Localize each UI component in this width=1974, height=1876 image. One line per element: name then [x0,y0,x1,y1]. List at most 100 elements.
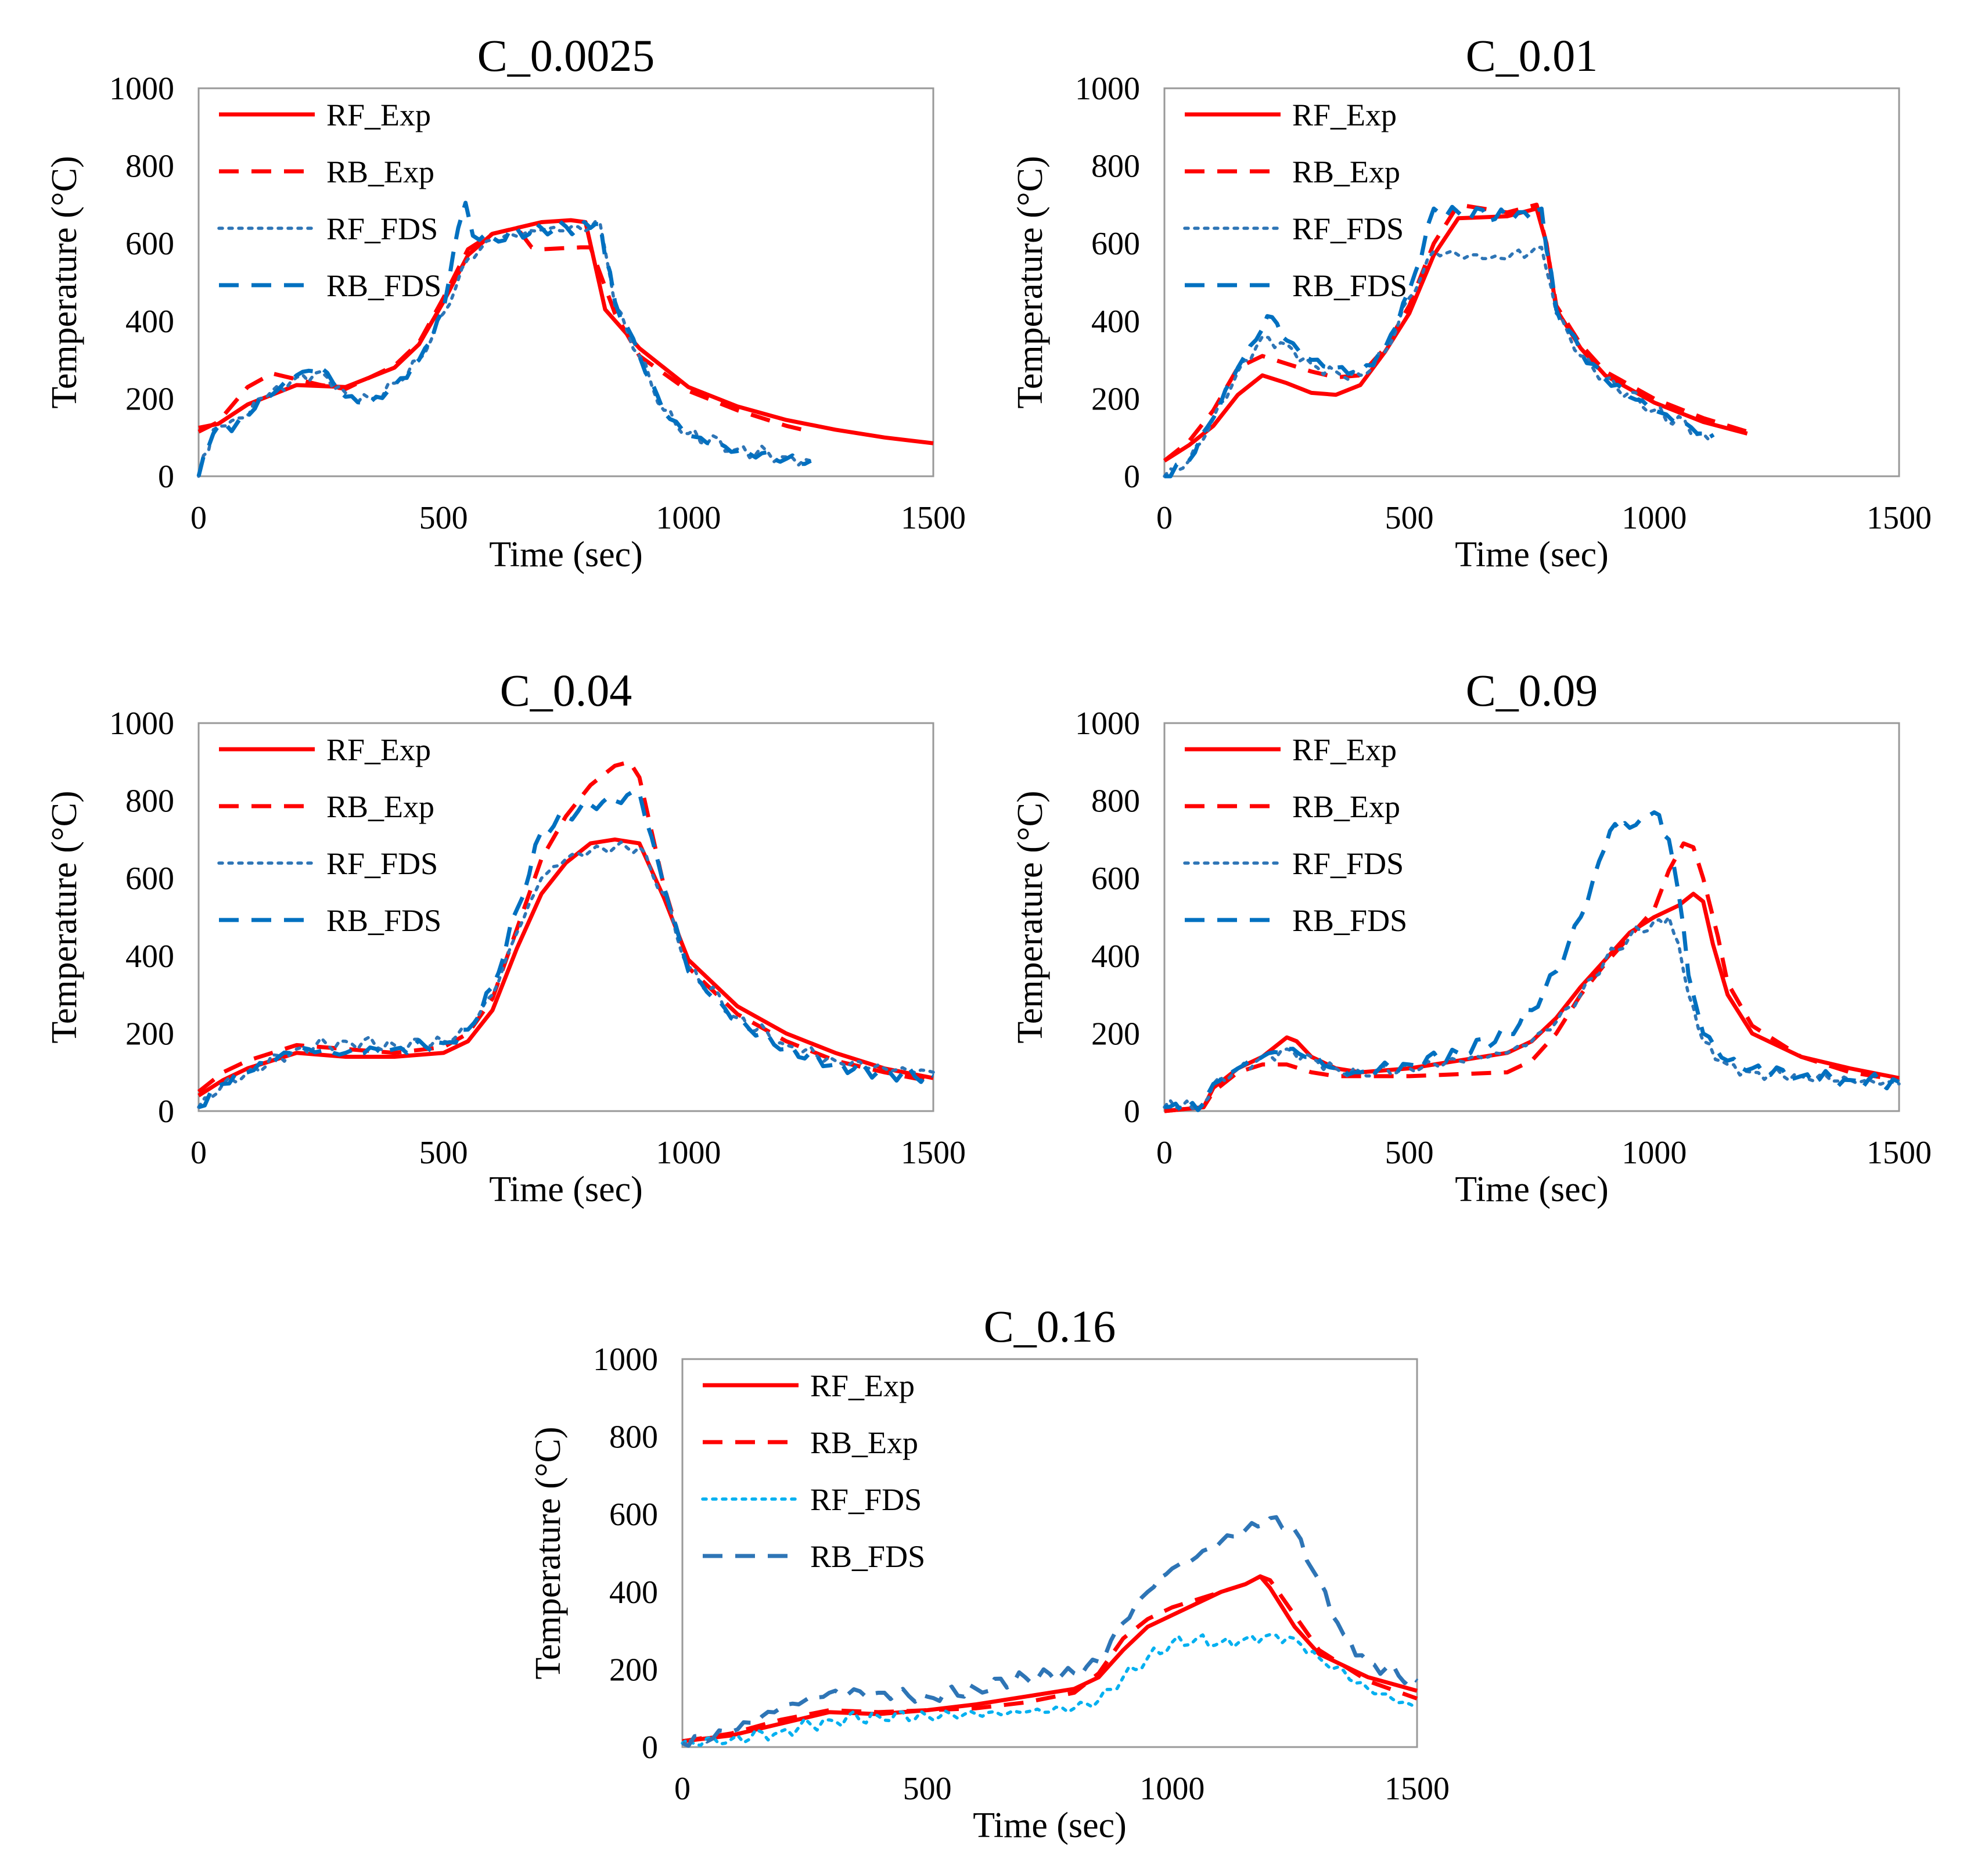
y-tick-label: 1000 [109,71,174,107]
series-line-rf-exp [1164,892,1900,1113]
legend-label: RF_FDS [810,1482,922,1517]
x-axis-label: Time (sec) [1455,1170,1609,1209]
series-line-rb-fds [196,200,812,477]
y-tick-label: 200 [1091,381,1140,417]
x-tick-label: 0 [190,500,207,536]
x-tick-label: 1500 [901,500,966,536]
legend-label: RB_Exp [1292,154,1400,189]
x-axis-label: Time (sec) [973,1806,1127,1845]
x-tick-label: 1000 [656,1135,721,1171]
legend-label: RB_FDS [810,1539,925,1574]
y-tick-label: 800 [609,1419,658,1455]
plot-frame [197,722,934,1112]
chart-title: C_0.01 [1466,30,1598,81]
x-tick-label: 500 [903,1771,952,1807]
series-line-rb-exp [1163,202,1748,463]
y-tick-label: 1000 [109,706,174,742]
series-line-rf-exp [198,218,934,445]
series-line-rf-fds [1163,915,1901,1110]
legend-label: RB_FDS [326,903,441,938]
legend-label: RF_FDS [326,846,438,881]
y-tick-label: 1000 [1075,71,1140,107]
legend-label: RB_Exp [1292,789,1400,824]
y-tick-label: 0 [642,1730,658,1766]
chart-panel-3: C_0.09 0 200 400 600 800 1000 0 500 1000 1500 Time … [1011,665,1932,1209]
x-tick-label: 1000 [1621,1135,1687,1171]
legend-label: RB_Exp [810,1425,918,1460]
series-line-rb-exp [1164,841,1900,1113]
x-axis-label: Time (sec) [489,1170,643,1209]
x-axis-label: Time (sec) [1455,535,1609,574]
series-line-rf-fds [197,840,935,1109]
legend-label: RF_FDS [326,211,438,246]
chart-panel-1: C_0.01 0 200 400 600 800 1000 0 500 1000 1500 Time … [1011,30,1932,574]
x-tick-label: 500 [1385,1135,1434,1171]
y-tick-label: 600 [1091,226,1140,262]
series-line-rb-exp [197,760,934,1094]
series-line-rb-exp [197,226,812,434]
y-tick-label: 600 [609,1497,658,1533]
y-axis-label: Temperature (°C) [528,1426,568,1679]
y-tick-label: 400 [1091,939,1140,975]
y-tick-label: 200 [125,1016,174,1052]
y-axis-label: Temperature (°C) [1011,790,1050,1043]
y-tick-label: 400 [1091,304,1140,340]
y-tick-label: 400 [125,939,174,975]
y-tick-label: 400 [609,1575,658,1611]
series-line-rf-exp [1163,206,1748,463]
y-tick-label: 0 [158,1094,174,1130]
x-tick-label: 1500 [1867,500,1932,536]
legend-label: RB_FDS [1292,268,1407,303]
x-tick-label: 1000 [656,500,721,536]
series-line-rb-fds [1164,810,1900,1113]
legend-label: RF_FDS [1292,211,1404,246]
series-line-rb-fds [681,1515,1419,1748]
y-axis-label: Temperature (°C) [45,156,84,408]
legend-label: RF_Exp [1292,98,1397,132]
y-tick-label: 800 [1091,149,1140,185]
y-tick-label: 200 [125,381,174,417]
legend-label: RF_FDS [1292,846,1404,881]
y-tick-label: 0 [158,459,174,495]
x-tick-label: 1000 [1621,500,1687,536]
x-tick-label: 500 [419,1135,468,1171]
chart-title: C_0.0025 [477,30,655,81]
legend-label: RB_Exp [326,154,434,189]
y-tick-label: 200 [1091,1016,1140,1052]
x-tick-label: 1000 [1139,1771,1204,1807]
x-tick-label: 500 [1385,500,1434,536]
chart-title: C_0.16 [984,1301,1116,1352]
y-tick-label: 600 [1091,861,1140,897]
y-tick-label: 1000 [1075,706,1140,742]
legend-label: RF_Exp [810,1368,915,1403]
series-line-rb-exp [682,1574,1418,1744]
x-tick-label: 0 [674,1771,691,1807]
x-tick-label: 0 [190,1135,207,1171]
series-line-rb-fds [198,789,934,1109]
series-line-rf-fds [681,1633,1419,1747]
chart-title: C_0.04 [500,665,632,716]
y-tick-label: 800 [125,149,174,185]
y-tick-label: 600 [125,226,174,262]
y-tick-label: 800 [125,784,174,820]
legend-label: RF_Exp [326,732,431,767]
legend-label: RB_FDS [326,268,441,303]
series-line-rf-exp [197,837,934,1098]
chart-panel-4: C_0.16 0 200 400 600 800 1000 0 500 1000 1500 Time … [528,1301,1450,1845]
legend-label: RF_Exp [326,98,431,132]
x-tick-label: 500 [419,500,468,536]
y-tick-label: 800 [1091,784,1140,820]
x-tick-label: 1500 [1385,1771,1450,1807]
plot-frame [197,87,934,477]
y-axis-label: Temperature (°C) [45,790,84,1043]
series-line-rf-fds [1163,246,1715,478]
chart-panel-2: C_0.04 0 200 400 600 800 1000 0 500 1000 1500 Time … [45,665,966,1209]
chart-title: C_0.09 [1466,665,1598,716]
y-tick-label: 0 [1124,1094,1140,1130]
legend-label: RB_FDS [1292,903,1407,938]
plot-frame [681,1358,1418,1748]
legend-label: RB_Exp [326,789,434,824]
plot-frame [1163,722,1900,1112]
x-tick-label: 1500 [901,1135,966,1171]
